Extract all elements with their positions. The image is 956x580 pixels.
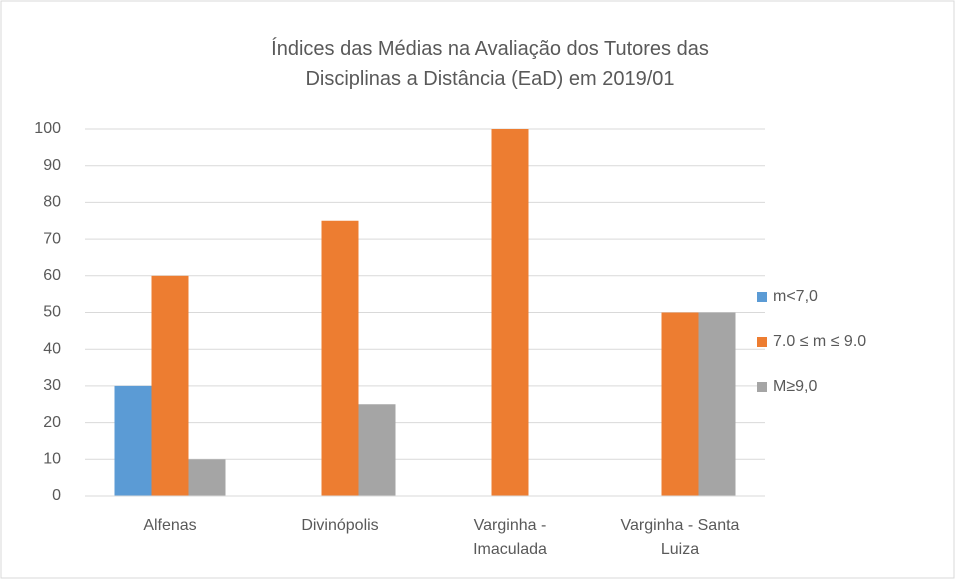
bar bbox=[151, 275, 189, 496]
legend-label: m<7,0 bbox=[773, 288, 818, 305]
y-tick-label: 60 bbox=[43, 267, 61, 284]
legend-label: M≥9,0 bbox=[773, 378, 817, 395]
x-tick-label: Varginha - Santa Luiza bbox=[620, 517, 740, 558]
x-tick-label: Varginha - Imaculada bbox=[473, 517, 547, 558]
bar bbox=[698, 312, 736, 496]
legend-label: 7.0 ≤ m ≤ 9.0 bbox=[773, 333, 866, 350]
bar bbox=[114, 385, 152, 496]
bar bbox=[321, 220, 359, 496]
y-tick-label: 30 bbox=[43, 377, 61, 394]
bar bbox=[661, 312, 699, 496]
y-tick-label: 20 bbox=[43, 414, 61, 431]
y-tick-label: 90 bbox=[43, 157, 61, 174]
legend-swatch bbox=[757, 292, 767, 302]
legend-swatch bbox=[757, 337, 767, 347]
bar bbox=[188, 459, 226, 496]
legend-swatch bbox=[757, 382, 767, 392]
y-tick-label: 70 bbox=[43, 230, 61, 247]
x-tick-label: Divinópolis bbox=[301, 517, 379, 534]
chart-title: Índices das Médias na Avaliação dos Tuto… bbox=[271, 38, 709, 90]
y-tick-label: 100 bbox=[34, 120, 61, 137]
y-tick-label: 40 bbox=[43, 340, 61, 357]
bar bbox=[491, 129, 529, 496]
bar bbox=[358, 404, 396, 496]
x-tick-label: Alfenas bbox=[143, 517, 197, 534]
y-tick-label: 0 bbox=[52, 487, 61, 504]
y-tick-label: 10 bbox=[43, 451, 61, 468]
y-tick-label: 50 bbox=[43, 304, 61, 321]
y-tick-label: 80 bbox=[43, 194, 61, 211]
